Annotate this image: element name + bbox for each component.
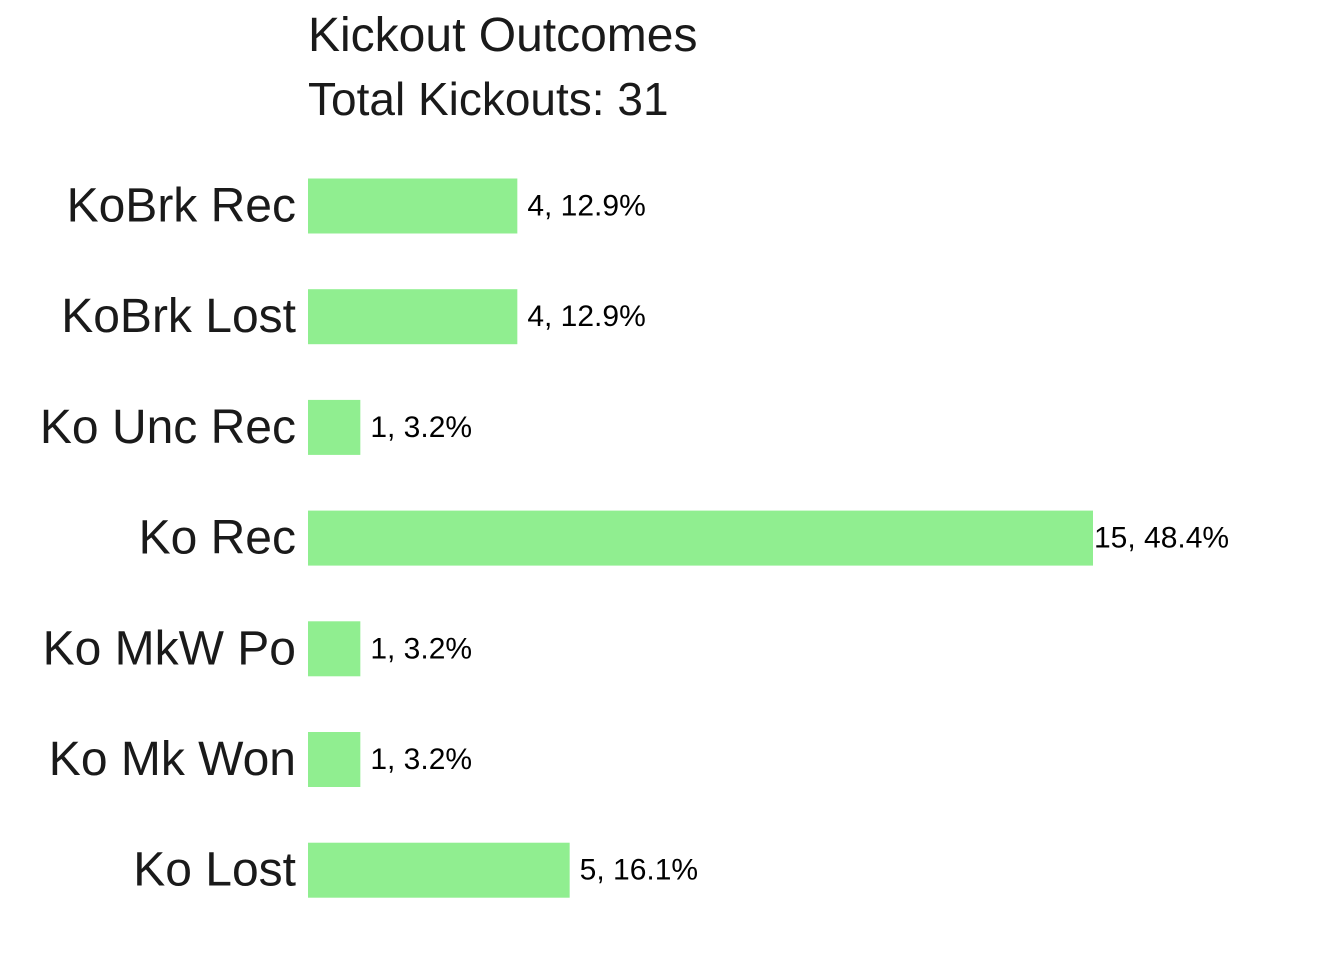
bar (308, 621, 361, 677)
data-label: 1, 3.2% (370, 743, 472, 776)
category-label: Ko Mk Won (49, 733, 296, 786)
data-label: 15, 48.4% (1094, 522, 1229, 555)
data-label: 5, 16.1% (580, 854, 698, 887)
bar (308, 732, 361, 787)
category-label: Ko Lost (133, 844, 296, 897)
chart-subtitle: Total Kickouts: 31 (308, 73, 669, 125)
bar (308, 178, 518, 234)
data-label: 1, 3.2% (370, 632, 472, 665)
category-label: KoBrk Rec (67, 180, 296, 233)
bar (308, 842, 570, 898)
data-label: 4, 12.9% (527, 190, 645, 223)
category-label: Ko Unc Rec (40, 401, 296, 454)
data-label: 1, 3.2% (370, 411, 472, 444)
bar (308, 399, 361, 455)
bar (308, 289, 518, 345)
category-label: Ko Rec (139, 512, 296, 565)
category-label: KoBrk Lost (61, 290, 296, 343)
bar (308, 510, 1093, 566)
data-label: 4, 12.9% (527, 300, 645, 333)
category-label: Ko MkW Po (43, 622, 296, 675)
chart-title: Kickout Outcomes (308, 9, 698, 62)
